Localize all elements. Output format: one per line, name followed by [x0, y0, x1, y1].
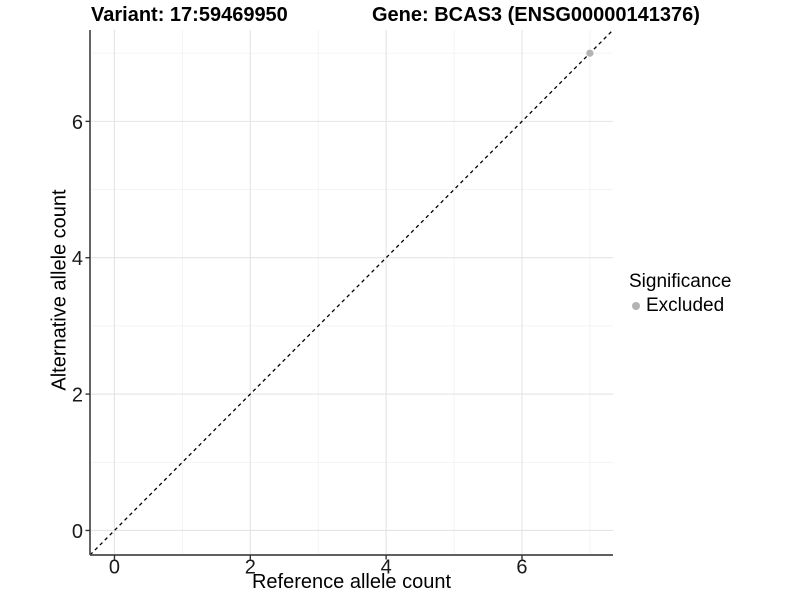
identity-dashed-line — [89, 29, 614, 556]
legend-point-icon — [632, 302, 640, 310]
legend-item-label: Excluded — [646, 295, 725, 316]
x-axis-title: Reference allele count — [251, 571, 451, 593]
legend: Significance Excluded — [629, 271, 731, 317]
x-tick-label: 2 — [245, 557, 256, 579]
data-point-excluded — [586, 49, 594, 57]
y-axis-title: Alternative allele count — [48, 189, 71, 391]
y-tick-label: 4 — [72, 248, 83, 270]
x-tick-label: 6 — [516, 557, 527, 579]
x-tick-label: 4 — [381, 557, 392, 579]
legend-title: Significance — [629, 271, 732, 292]
y-tick-label: 2 — [72, 385, 83, 407]
plot-title-gene: Gene: BCAS3 (ENSG00000141376) — [372, 4, 700, 26]
x-tick-label: 0 — [109, 557, 120, 579]
y-tick-label: 0 — [72, 521, 83, 543]
y-tick-label: 6 — [72, 112, 83, 134]
legend-item-excluded: Excluded — [629, 295, 731, 317]
plot-title-variant: Variant: 17:59469950 — [91, 4, 288, 26]
